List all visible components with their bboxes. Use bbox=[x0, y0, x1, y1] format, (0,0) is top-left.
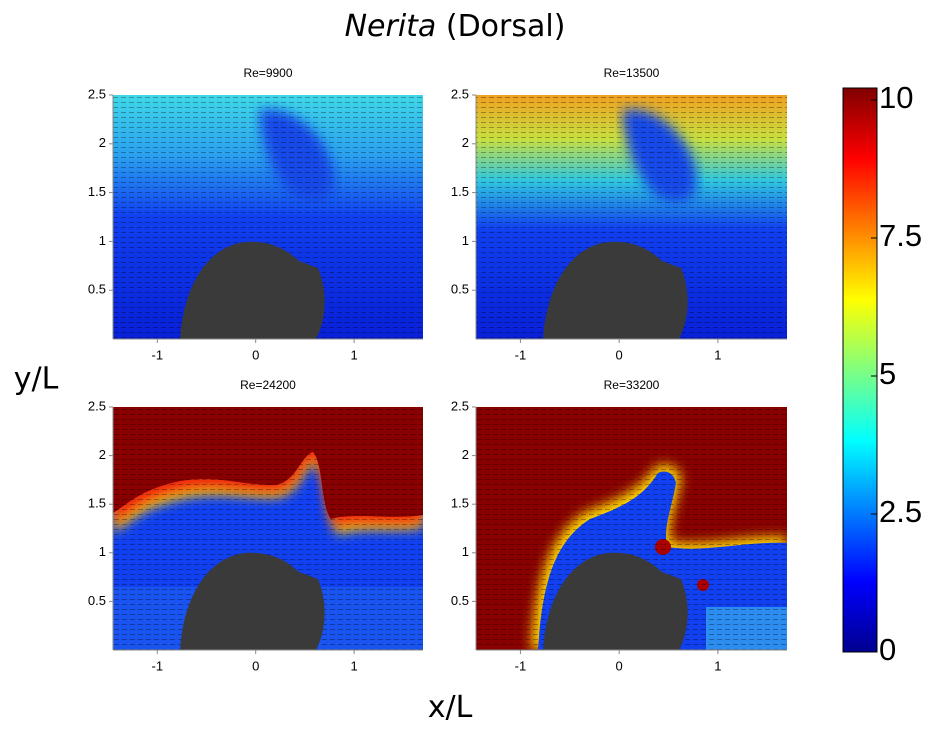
y-tick-label: 1 bbox=[99, 233, 106, 248]
x-tick-label: 1 bbox=[350, 658, 357, 673]
y-tick-label: 0.5 bbox=[88, 282, 106, 297]
y-tick-label: 1.5 bbox=[451, 184, 469, 199]
y-tick-label: 1 bbox=[99, 544, 106, 559]
y-tick-label: 0.5 bbox=[451, 282, 469, 297]
x-tick-label: 0 bbox=[252, 347, 259, 362]
panel-title: Re=9900 bbox=[243, 66, 292, 80]
y-tick-label: 2.5 bbox=[88, 86, 106, 101]
x-tick-label: 0 bbox=[616, 347, 623, 362]
y-tick-label: 2 bbox=[99, 447, 106, 462]
x-tick-label: 0 bbox=[252, 658, 259, 673]
figure-title: Nerita (Dorsal) bbox=[345, 9, 566, 44]
panel-title: Re=24200 bbox=[240, 378, 296, 392]
colorbar-tick-label: 10 bbox=[879, 80, 913, 115]
y-tick-label: 1.5 bbox=[88, 184, 106, 199]
field-image bbox=[476, 407, 787, 650]
y-tick-label: 0.5 bbox=[88, 593, 106, 608]
x-tick-label: 0 bbox=[616, 658, 623, 673]
y-tick-label: 1.5 bbox=[88, 496, 106, 511]
y-tick-label: 2 bbox=[462, 447, 469, 462]
y-tick-label: 2.5 bbox=[88, 398, 106, 413]
x-tick-label: -1 bbox=[152, 347, 164, 362]
y-tick-label: 0.5 bbox=[451, 593, 469, 608]
x-tick-label: -1 bbox=[515, 658, 527, 673]
colorbar-tick-label: 0 bbox=[879, 632, 896, 667]
y-tick-label: 2 bbox=[99, 135, 106, 150]
title-view: (Dorsal) bbox=[446, 9, 566, 44]
y-label: y/L bbox=[14, 362, 59, 397]
x-tick-label: -1 bbox=[515, 347, 527, 362]
panel-title: Re=13500 bbox=[604, 66, 660, 80]
field-image bbox=[476, 95, 787, 339]
field-image bbox=[113, 407, 423, 650]
colorbar-tick-label: 5 bbox=[879, 356, 896, 391]
y-tick-label: 1.5 bbox=[451, 496, 469, 511]
x-label: x/L bbox=[428, 690, 473, 725]
panel-title: Re=33200 bbox=[604, 378, 660, 392]
colorbar bbox=[842, 87, 878, 653]
x-tick-label: 1 bbox=[350, 347, 357, 362]
y-tick-label: 2.5 bbox=[451, 398, 469, 413]
colorbar-tick-label: 2.5 bbox=[879, 494, 922, 529]
y-tick-label: 1 bbox=[462, 544, 469, 559]
y-tick-label: 2.5 bbox=[451, 86, 469, 101]
x-tick-label: 1 bbox=[714, 347, 721, 362]
title-species: Nerita bbox=[345, 9, 437, 44]
field-image bbox=[113, 95, 423, 339]
y-tick-label: 1 bbox=[462, 233, 469, 248]
x-tick-label: 1 bbox=[714, 658, 721, 673]
y-tick-label: 2 bbox=[462, 135, 469, 150]
colorbar-tick-label: 7.5 bbox=[879, 218, 922, 253]
x-tick-label: -1 bbox=[152, 658, 164, 673]
